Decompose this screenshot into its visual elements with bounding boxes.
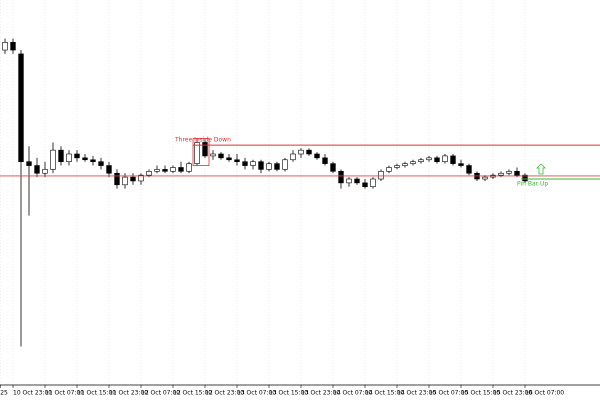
candle-body — [506, 171, 512, 174]
candle-body — [354, 178, 360, 184]
candle-body — [466, 165, 472, 174]
candle-body — [498, 172, 504, 176]
candle-body — [106, 165, 112, 174]
x-tick-label: 11 Oct 07:00 — [45, 390, 84, 397]
x-tick-label: 11 Oct 15:00 — [77, 390, 116, 397]
x-tick-label: 12 Oct 07:00 — [141, 390, 180, 397]
x-tick-label: 10 Oct 23:00 — [13, 390, 52, 397]
candle-body — [114, 172, 120, 186]
candle-body — [298, 149, 304, 155]
annotation-label: Three Inside Down — [174, 137, 231, 144]
candle-body — [482, 176, 488, 180]
candle-body — [394, 165, 400, 168]
candle-body — [378, 171, 384, 180]
candle-body — [266, 163, 272, 170]
candle-body — [306, 149, 312, 155]
candle-body — [290, 153, 296, 161]
x-tick-label: 12 Oct 15:00 — [173, 390, 212, 397]
arrow-icon — [536, 163, 546, 175]
candle-body — [154, 169, 160, 172]
candle-body — [146, 171, 152, 176]
x-tick-label: 13 Oct 07:00 — [237, 390, 276, 397]
candle-body — [218, 153, 224, 159]
candle-body — [194, 142, 200, 164]
x-tick-label: 13 Oct 15:00 — [269, 390, 308, 397]
candle-body — [186, 163, 192, 172]
candle-body — [522, 174, 528, 182]
candle-body — [58, 149, 64, 162]
candle-body — [98, 161, 104, 166]
candle-body — [346, 178, 352, 184]
x-tick-label: 12 Oct 23:00 — [205, 390, 244, 397]
candle-body — [274, 163, 280, 170]
candle-body — [50, 149, 56, 170]
candle-body — [450, 155, 456, 164]
candle-body — [314, 153, 320, 159]
x-tick-label: 16 Oct 07:00 — [525, 390, 564, 397]
candle-body — [74, 153, 80, 159]
candle-body — [90, 159, 96, 162]
candle-body — [226, 157, 232, 161]
x-tick-label: 15 Oct 15:00 — [461, 390, 500, 397]
candle-body — [202, 142, 208, 157]
x-tick-label: 14 Oct 07:00 — [333, 390, 372, 397]
candle-body — [34, 165, 40, 174]
x-tick-label: 14 Oct 23:00 — [397, 390, 436, 397]
candle-body — [434, 157, 440, 163]
candle-body — [66, 153, 72, 162]
candle-body — [418, 159, 424, 162]
candle-body — [26, 161, 32, 166]
candle-body — [362, 182, 368, 188]
candle-body — [242, 161, 248, 166]
candle-body — [370, 178, 376, 188]
x-tick-label: 11 Oct 23:00 — [109, 390, 148, 397]
candle-body — [210, 153, 216, 157]
candle-body — [42, 169, 48, 174]
candle-body — [442, 155, 448, 163]
candle-body — [122, 176, 128, 186]
candle-body — [514, 171, 520, 176]
candle-body — [170, 167, 176, 172]
candle-body — [330, 163, 336, 172]
candle-body — [338, 171, 344, 184]
candle-body — [250, 161, 256, 166]
candle-body — [82, 157, 88, 161]
candle-body — [258, 161, 264, 170]
x-tick-label: 15 Oct 07:00 — [429, 390, 468, 397]
x-tick-label: 25 — [0, 390, 8, 397]
candle-body — [178, 167, 184, 172]
annotation-label: Pin Bar Up — [517, 181, 548, 188]
candle-body — [426, 157, 432, 161]
candle-body — [138, 174, 144, 182]
x-tick-label: 15 Oct 23:00 — [493, 390, 532, 397]
candle-body — [234, 159, 240, 162]
candle-body — [130, 176, 136, 182]
candle-body — [322, 157, 328, 164]
x-tick-label: 14 Oct 15:00 — [365, 390, 404, 397]
candle-body — [10, 42, 16, 51]
candle-body — [162, 169, 168, 172]
candle-body — [458, 163, 464, 166]
candle-body — [18, 53, 24, 163]
candle-body — [402, 163, 408, 166]
candle-body — [410, 161, 416, 164]
candle-body — [2, 42, 8, 51]
pattern-box — [192, 138, 210, 166]
x-tick-label: 13 Oct 23:00 — [301, 390, 340, 397]
candle-body — [386, 167, 392, 172]
candle-body — [282, 159, 288, 170]
